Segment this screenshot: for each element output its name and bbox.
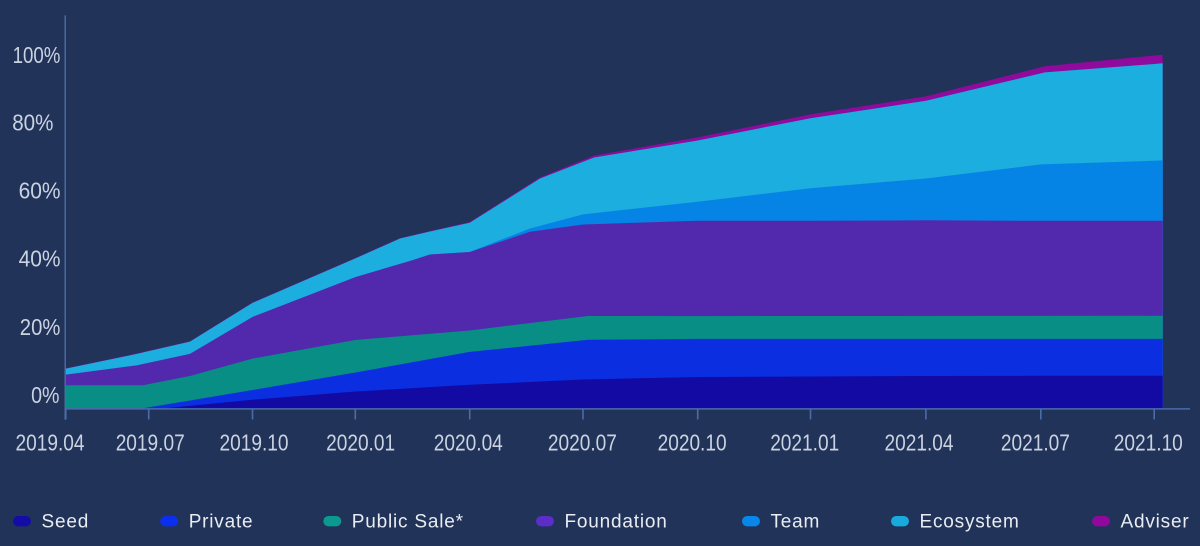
svg-text:60%: 60% [19, 178, 61, 204]
svg-text:2020.10: 2020.10 [658, 430, 727, 456]
svg-text:2021.10: 2021.10 [1114, 430, 1183, 456]
svg-text:Team: Team [771, 512, 821, 533]
svg-text:2019.07: 2019.07 [116, 430, 185, 456]
svg-text:Foundation: Foundation [565, 512, 668, 533]
svg-text:80%: 80% [12, 110, 53, 136]
svg-text:Public Sale*: Public Sale* [352, 512, 464, 533]
svg-text:2021.01: 2021.01 [770, 430, 839, 456]
svg-text:2021.07: 2021.07 [1001, 430, 1070, 456]
svg-text:Ecosystem: Ecosystem [920, 512, 1020, 533]
svg-text:2020.04: 2020.04 [434, 430, 503, 456]
svg-text:20%: 20% [20, 314, 61, 340]
svg-text:Adviser: Adviser [1121, 512, 1190, 533]
svg-text:Seed: Seed [42, 512, 90, 533]
svg-text:100%: 100% [13, 42, 61, 68]
svg-text:2020.07: 2020.07 [548, 430, 617, 456]
svg-text:2021.04: 2021.04 [885, 430, 954, 456]
svg-text:2019.10: 2019.10 [220, 430, 289, 456]
svg-text:2020.01: 2020.01 [326, 430, 395, 456]
svg-text:0%: 0% [31, 382, 59, 408]
svg-text:40%: 40% [19, 245, 61, 271]
svg-text:2019.04: 2019.04 [16, 430, 85, 456]
svg-text:Private: Private [189, 512, 254, 533]
